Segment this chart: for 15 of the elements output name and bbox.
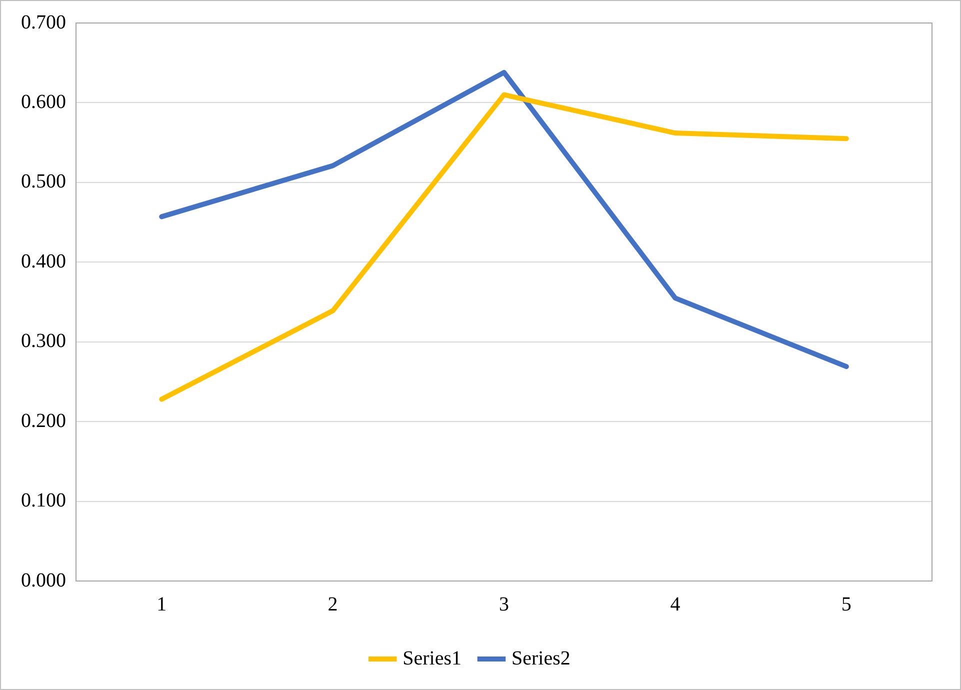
x-tick-label: 2 bbox=[328, 593, 338, 616]
y-tick-label: 0.100 bbox=[21, 490, 66, 512]
y-tick-label: 0.200 bbox=[21, 410, 66, 432]
y-tick-label: 0.300 bbox=[21, 330, 66, 352]
y-tick-label: 0.500 bbox=[21, 170, 66, 193]
y-tick-label: 0.000 bbox=[21, 569, 66, 592]
y-tick-label: 0.600 bbox=[21, 90, 66, 113]
x-tick-label: 4 bbox=[670, 593, 680, 616]
x-tick-label: 5 bbox=[841, 593, 852, 616]
legend-label: Series1 bbox=[402, 647, 462, 670]
legend-label: Series2 bbox=[512, 647, 570, 670]
x-tick-label: 1 bbox=[156, 593, 167, 616]
y-tick-label: 0.400 bbox=[21, 250, 66, 272]
y-tick-label: 0.700 bbox=[21, 11, 66, 34]
x-tick-label: 3 bbox=[499, 593, 509, 616]
